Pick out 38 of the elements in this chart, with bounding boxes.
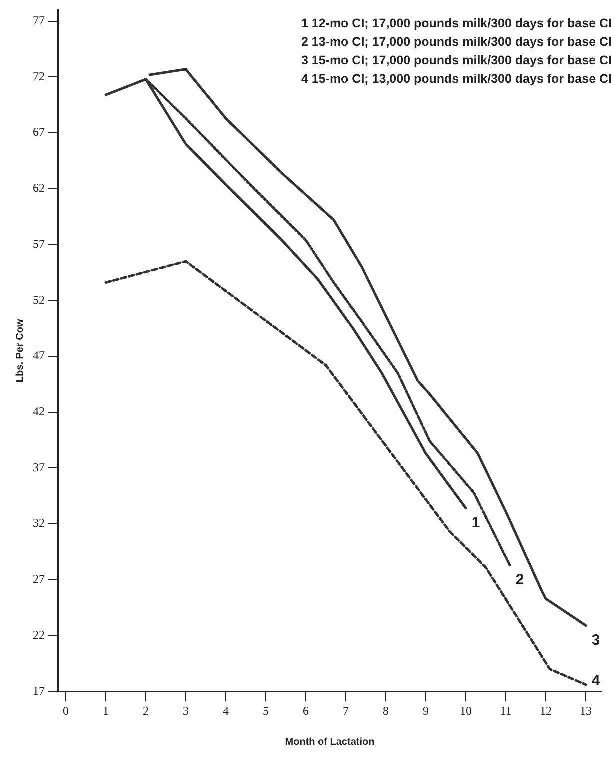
- line-series: [104, 260, 588, 686]
- x-tick-label: 2: [143, 704, 149, 718]
- annotation: 2: [516, 572, 524, 589]
- y-tick-label: 17: [33, 684, 45, 698]
- x-tick-label: 0: [63, 704, 69, 718]
- x-tick-label: 8: [383, 704, 389, 718]
- y-tick-label: 47: [33, 348, 45, 363]
- x-tick-label: 11: [500, 704, 512, 718]
- x-axis-title: Month of Lactation: [285, 736, 375, 748]
- annotation: 3: [592, 632, 600, 649]
- annotation: 4 15-mo CI; 13,000 pounds milk/300 days for base CI: [301, 72, 612, 86]
- y-tick-label: 37: [33, 460, 45, 474]
- y-tick-label: 77: [33, 14, 45, 28]
- x-tick-label: 4: [223, 704, 229, 718]
- x-tick-label: 3: [183, 704, 189, 718]
- annotation: 3 15-mo CI; 17,000 pounds milk/300 days for base CI: [301, 54, 612, 68]
- x-tick-label: 7: [343, 704, 349, 718]
- y-tick-label: 22: [33, 628, 45, 642]
- y-axis-title: Lbs. Per Cow: [14, 319, 26, 383]
- y-tick-label: 27: [33, 572, 45, 586]
- x-tick-label: 13: [580, 704, 592, 718]
- annotation: 1 12-mo CI; 17,000 pounds milk/300 days for base CI: [301, 16, 612, 31]
- y-tick-label: 72: [33, 69, 45, 84]
- x-tick-label: 1: [103, 704, 109, 718]
- x-tick-label: 12: [540, 704, 552, 718]
- y-tick-label: 32: [33, 516, 45, 530]
- annotation: 1: [472, 514, 480, 532]
- y-tick-label: 52: [33, 292, 45, 307]
- y-tick-label: 57: [33, 236, 45, 251]
- y-tick-label: 62: [33, 181, 45, 196]
- y-tick-label: 42: [33, 404, 45, 418]
- x-tick-label: 6: [303, 704, 309, 718]
- x-tick-label: 9: [423, 704, 429, 718]
- x-tick-label: 10: [460, 704, 472, 718]
- x-tick-label: 5: [263, 704, 269, 718]
- y-tick-label: 67: [33, 125, 45, 140]
- annotation: 2 13-mo CI; 17,000 pounds milk/300 days for base CI: [301, 35, 612, 50]
- annotation: 4: [592, 672, 601, 690]
